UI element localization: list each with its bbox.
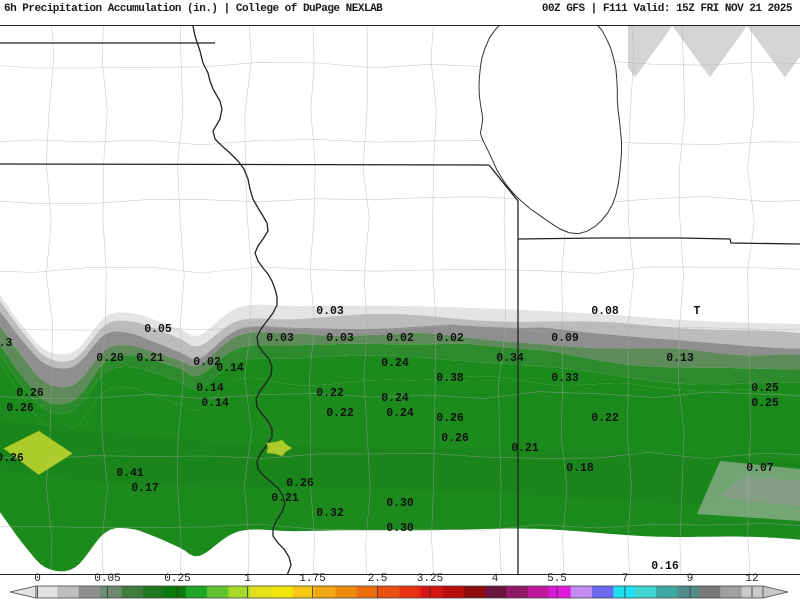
svg-text:0.3: 0.3 [0, 337, 12, 350]
svg-text:0.32: 0.32 [316, 507, 344, 520]
svg-text:0.26: 0.26 [16, 387, 44, 400]
svg-text:0.18: 0.18 [566, 462, 594, 475]
svg-text:1: 1 [244, 573, 251, 585]
svg-text:1.75: 1.75 [299, 573, 325, 585]
svg-text:0.26: 0.26 [286, 477, 314, 490]
svg-text:0.30: 0.30 [386, 522, 414, 535]
svg-text:0.25: 0.25 [751, 397, 779, 410]
svg-text:0.22: 0.22 [326, 407, 354, 420]
svg-text:0.22: 0.22 [591, 412, 619, 425]
svg-text:0.34: 0.34 [496, 352, 524, 365]
svg-text:7: 7 [622, 573, 629, 585]
svg-text:0.05: 0.05 [94, 573, 120, 585]
svg-text:0.20: 0.20 [96, 352, 124, 365]
svg-text:0.24: 0.24 [381, 392, 409, 405]
svg-text:0.03: 0.03 [316, 305, 344, 318]
svg-text:0.26: 0.26 [6, 402, 34, 415]
svg-text:0.26: 0.26 [436, 412, 464, 425]
svg-text:0.09: 0.09 [551, 332, 579, 345]
svg-text:0.02: 0.02 [386, 332, 414, 345]
svg-text:0.14: 0.14 [216, 362, 244, 375]
svg-text:0.08: 0.08 [591, 305, 619, 318]
svg-text:0.25: 0.25 [751, 382, 779, 395]
svg-text:0.13: 0.13 [666, 352, 694, 365]
svg-text:0.03: 0.03 [266, 332, 294, 345]
svg-text:0.24: 0.24 [386, 407, 414, 420]
svg-text:0.21: 0.21 [136, 352, 164, 365]
svg-text:0.07: 0.07 [746, 462, 774, 475]
svg-text:0.38: 0.38 [436, 372, 464, 385]
svg-text:0.21: 0.21 [511, 442, 539, 455]
svg-text:0.05: 0.05 [144, 323, 172, 336]
svg-text:0.16: 0.16 [651, 560, 679, 573]
svg-text:3.25: 3.25 [417, 573, 443, 585]
svg-text:T: T [694, 305, 701, 318]
svg-text:2.5: 2.5 [368, 573, 388, 585]
svg-text:4: 4 [492, 573, 499, 585]
svg-text:0: 0 [34, 573, 41, 585]
svg-text:0.30: 0.30 [386, 497, 414, 510]
svg-text:0.03: 0.03 [326, 332, 354, 345]
svg-text:12: 12 [745, 573, 758, 585]
svg-text:0.22: 0.22 [316, 387, 344, 400]
svg-text:0.02: 0.02 [436, 332, 464, 345]
svg-text:0.26: 0.26 [0, 452, 24, 465]
svg-text:0.25: 0.25 [164, 573, 190, 585]
svg-text:0.24: 0.24 [381, 357, 409, 370]
svg-text:5.5: 5.5 [547, 573, 567, 585]
svg-text:0.14: 0.14 [201, 397, 229, 410]
svg-text:0.14: 0.14 [196, 382, 224, 395]
svg-text:9: 9 [687, 573, 694, 585]
svg-text:0.21: 0.21 [271, 492, 299, 505]
svg-text:0.41: 0.41 [116, 467, 144, 480]
svg-text:0.33: 0.33 [551, 372, 579, 385]
svg-text:0.26: 0.26 [441, 432, 469, 445]
svg-text:0.17: 0.17 [131, 482, 159, 495]
